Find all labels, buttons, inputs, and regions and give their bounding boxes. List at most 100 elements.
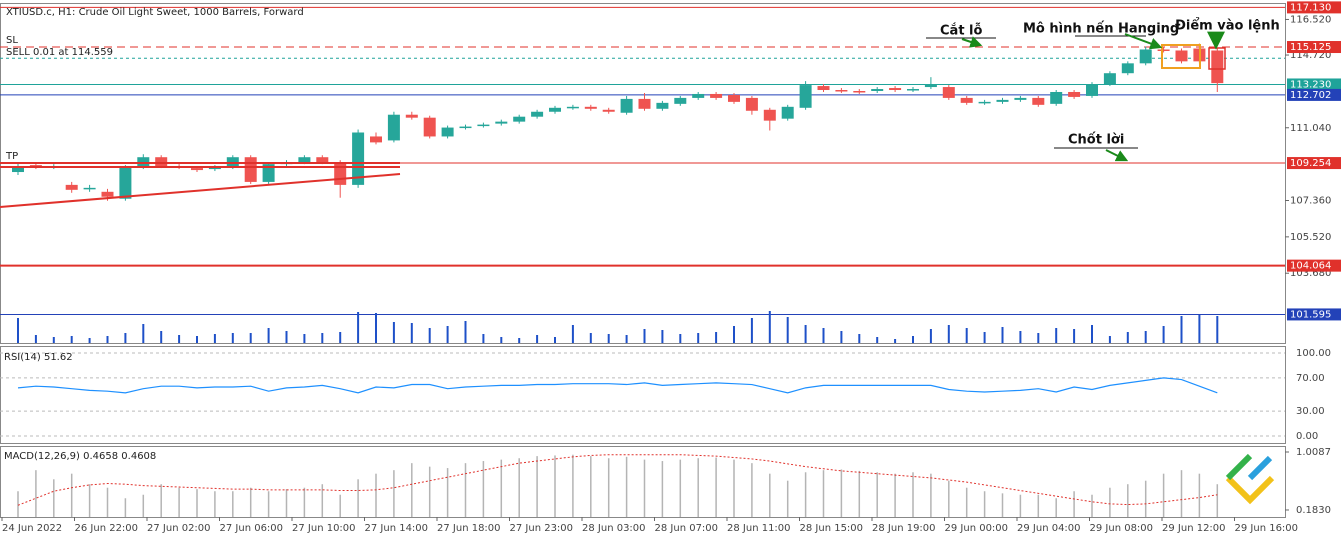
macd-bar <box>1216 484 1219 517</box>
macd-bar <box>786 480 789 517</box>
macd-bar <box>1001 493 1004 517</box>
volume-bar <box>715 332 718 343</box>
candle-body <box>817 86 830 91</box>
macd-bar <box>70 473 73 517</box>
x-tick-label: 29 Jun 08:00 <box>1090 523 1154 534</box>
candle-body <box>907 89 919 91</box>
candle-body <box>710 93 723 98</box>
macd-bar <box>643 459 646 517</box>
macd-bar <box>464 463 467 517</box>
macd-bar <box>142 494 145 517</box>
macd-bar <box>1037 494 1040 517</box>
candle-body <box>191 168 203 171</box>
volume-bar <box>965 328 968 343</box>
volume-bar <box>518 338 521 343</box>
x-tick-label: 28 Jun 15:00 <box>800 523 864 534</box>
x-tick-label: 29 Jun 12:00 <box>1162 523 1226 534</box>
macd-bar <box>500 459 503 517</box>
level-label-box <box>1287 41 1341 54</box>
volume-bar <box>1055 328 1058 343</box>
volume-bar <box>733 326 735 343</box>
macd-bar <box>196 489 198 517</box>
candle-body <box>155 157 168 167</box>
macd-bar <box>35 470 37 517</box>
macd-bar <box>840 469 843 517</box>
macd-bar <box>751 463 753 517</box>
level-label: 117.130 <box>1290 2 1331 13</box>
macd-bar <box>178 487 180 517</box>
candle-body <box>262 164 275 182</box>
volume-bar <box>912 336 914 343</box>
volume-bar <box>804 325 807 343</box>
candle-body <box>674 97 687 104</box>
macd-bar <box>607 458 610 517</box>
macd-bar <box>948 480 950 517</box>
candle-body <box>101 191 114 197</box>
candle-body <box>960 97 973 103</box>
candle-body <box>244 157 257 182</box>
x-tick-label: 27 Jun 18:00 <box>437 523 501 534</box>
candle-body <box>692 93 705 98</box>
macd-bar <box>518 458 520 517</box>
candle-body <box>459 126 472 129</box>
candle-body <box>83 187 96 190</box>
rsi-pane <box>0 346 1286 444</box>
volume-bar <box>213 334 216 343</box>
candle-body <box>1103 73 1116 85</box>
y-tick-label: 111.040 <box>1290 123 1331 134</box>
macd-bar <box>804 472 807 517</box>
volume-bar <box>786 317 789 343</box>
volume-bar <box>106 336 109 343</box>
volume-bar <box>822 328 825 343</box>
candle-body <box>889 88 902 91</box>
volume-bar <box>983 332 986 343</box>
volume-bar <box>643 329 646 343</box>
volume-bar <box>750 318 753 343</box>
volume-bar <box>339 332 342 343</box>
volume-bar <box>160 331 163 343</box>
volume-bar <box>589 333 592 343</box>
macd-bar <box>536 456 538 517</box>
candle-body <box>978 101 991 104</box>
macd-bar <box>357 479 359 517</box>
volume-bar <box>929 329 932 343</box>
macd-bar <box>160 484 162 517</box>
y-tick-label: 107.360 <box>1290 195 1331 206</box>
macd-bar <box>1144 480 1147 517</box>
y-tick-label: 116.520 <box>1290 14 1331 25</box>
candle-body <box>1121 63 1134 74</box>
volume-bar <box>34 335 37 343</box>
annotation-arrow <box>1105 149 1129 162</box>
candle-body <box>387 114 400 141</box>
candle-body <box>1032 97 1045 105</box>
candle-body <box>208 167 221 170</box>
candle-body <box>405 114 418 118</box>
volume-bar <box>876 337 879 343</box>
volume-bar <box>196 336 198 343</box>
level-label: 109.254 <box>1290 158 1331 169</box>
macd-bar <box>303 487 306 517</box>
macd-bar <box>17 491 19 517</box>
volume-bar <box>249 333 252 343</box>
candle-body <box>924 84 937 88</box>
candle-body <box>549 107 561 112</box>
level-label: 104.064 <box>1290 261 1331 272</box>
x-tick-label: 27 Jun 23:00 <box>510 523 574 534</box>
candle-body <box>423 117 436 137</box>
x-tick-label: 28 Jun 07:00 <box>655 523 719 534</box>
volume-bar <box>357 312 360 343</box>
candle-body <box>620 98 633 113</box>
macd-bar <box>876 472 878 517</box>
candle-body <box>656 102 669 109</box>
macd-bar <box>697 458 699 517</box>
macd-bar <box>625 456 628 517</box>
y-tick-label: 1.0087 <box>1296 447 1331 458</box>
macd-bar <box>482 461 485 517</box>
candle-body <box>1068 91 1081 97</box>
candle-body <box>638 98 651 109</box>
candle-body <box>119 167 132 199</box>
macd-bar <box>428 466 431 517</box>
candle-body <box>1050 91 1063 104</box>
macd-bar <box>858 470 861 517</box>
